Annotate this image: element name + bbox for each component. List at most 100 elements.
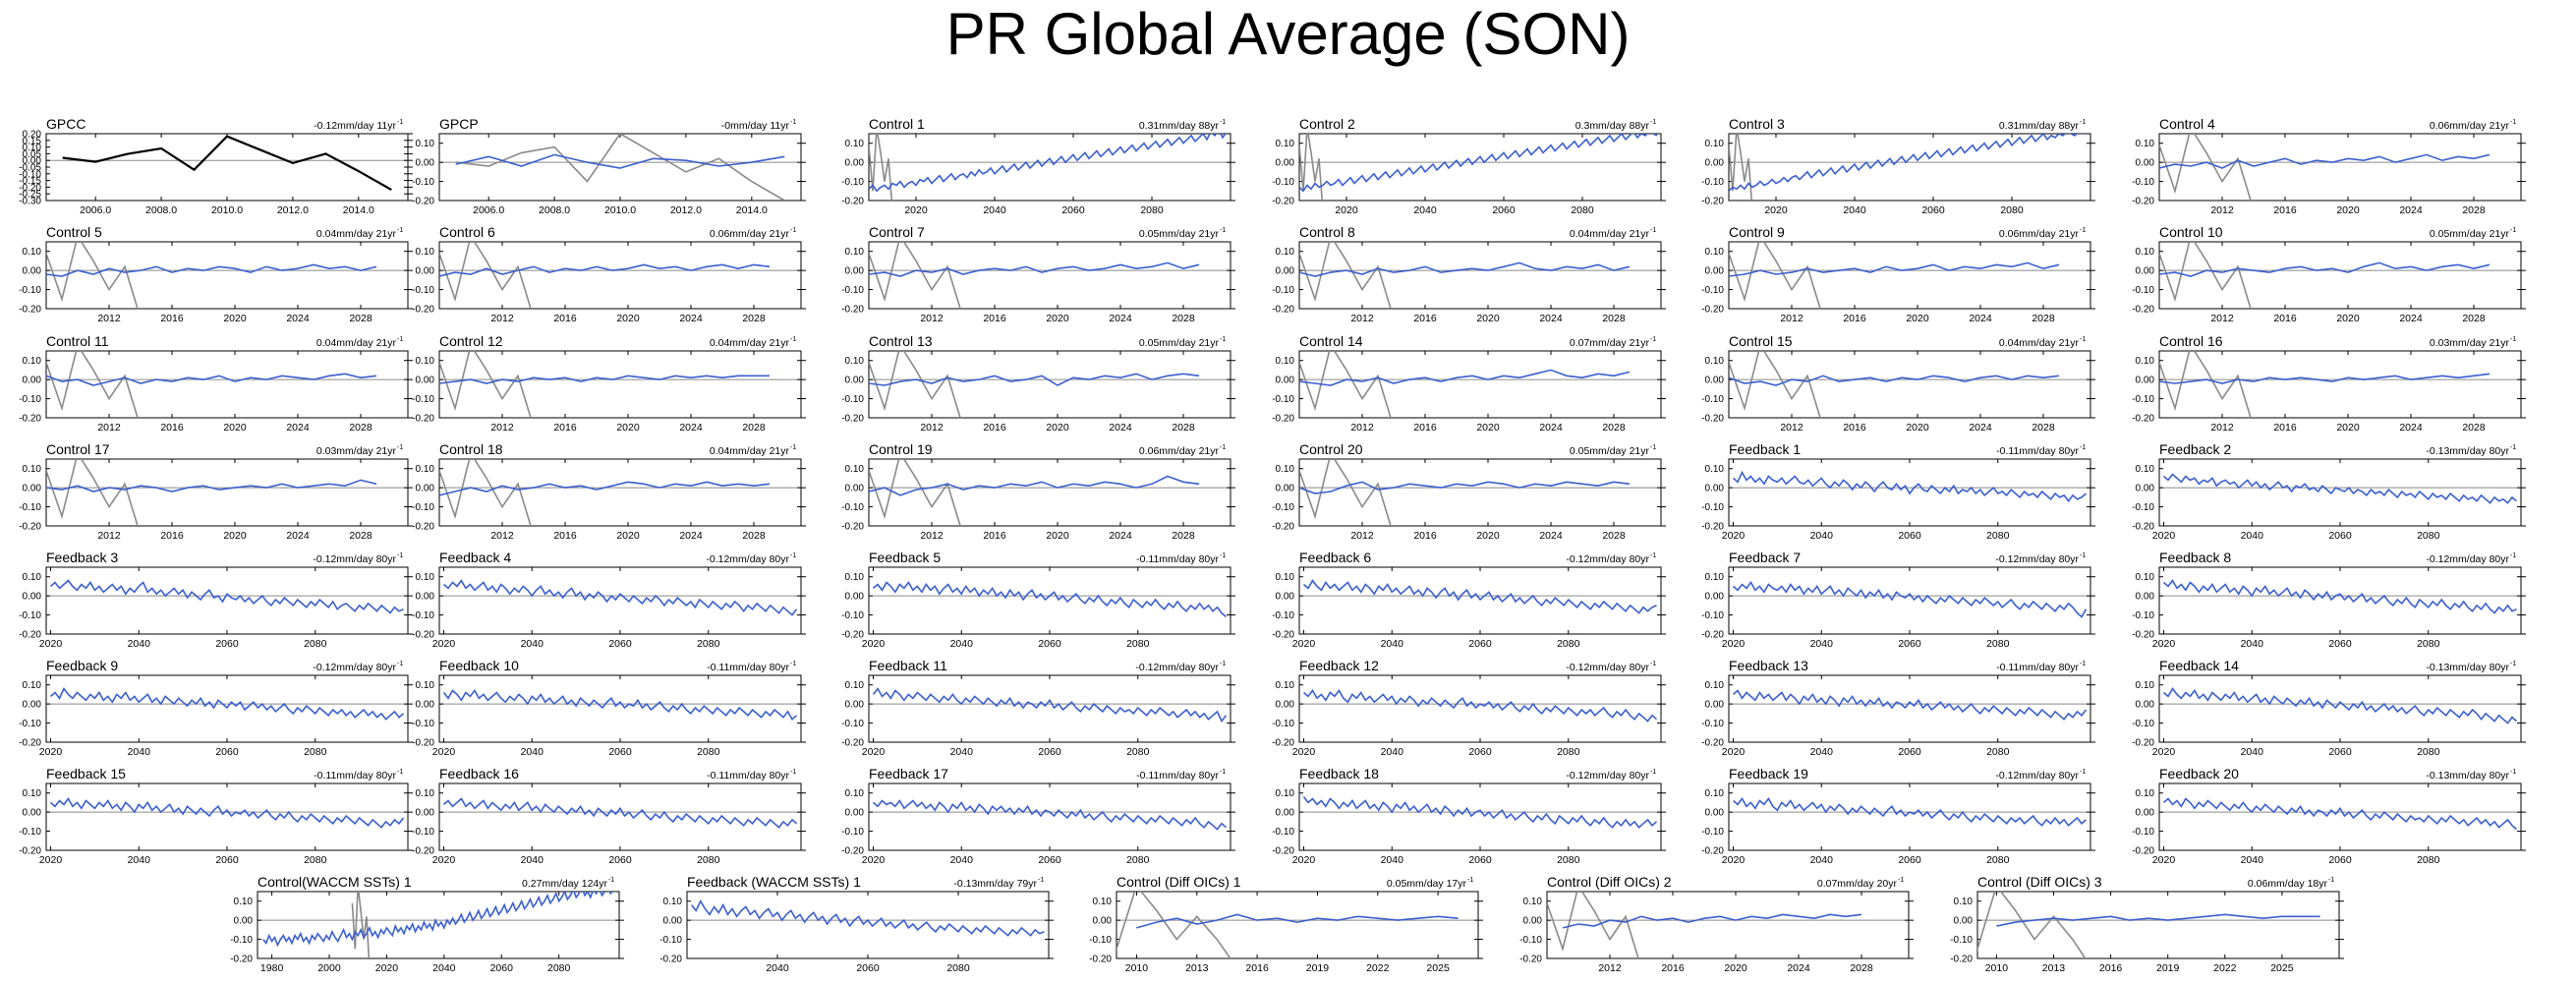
y-tick-label: -0.10 [412,394,434,405]
x-tick-label: 2080 [2417,746,2440,758]
trend-exponent: -1 [1650,444,1656,451]
y-tick-label: 0.10 [1705,356,1725,367]
y-tick-label: -0.20 [1272,846,1294,857]
y-tick-label: -0.20 [1701,197,1724,207]
series-group [2162,687,2518,724]
x-tick-label: 2040 [1381,638,1404,650]
y-tick-label: -0.20 [412,522,434,533]
trend-exponent: -1 [2080,336,2086,343]
panel-trend: -0mm/day 11yr [721,120,790,132]
y-tick-label: 0.00 [23,156,42,167]
x-tick-label: 2028 [2032,422,2055,434]
y-tick-label: 0.10 [1276,464,1295,475]
y-tick-label: -0.10 [19,827,41,838]
x-tick-label: 2040 [950,638,974,650]
y-tick-label: 0.00 [23,484,42,494]
panel-trend: -0.11mm/day 80yr [1136,770,1219,781]
y-tick-label: -0.20 [841,197,864,207]
trend-exponent: -1 [790,119,796,126]
x-tick-label: 2016 [2273,313,2297,324]
chart-panel: 0.10 0.00 -0.10 -0.20 2020 2040 2060 2080 Contro… [841,116,1235,216]
obs-series-line [2159,351,2252,418]
plot-frame [2158,566,2522,635]
panel-name: Control 1 [869,116,925,132]
y-tick-label: 0.00 [1276,700,1295,711]
y-tick-label: 0.00 [845,808,865,819]
y-tick-label: 0.10 [416,788,435,799]
x-tick-label: 2080 [1986,638,2010,650]
x-tick-label: 2012 [1350,313,1374,324]
trend-exponent: -1 [2510,661,2516,667]
panel-trend: 0.04mm/day 21yr [1570,228,1650,240]
trend-exponent: -1 [397,227,403,234]
series-group [2159,134,2490,201]
chart-panel: 0.10 0.00 -0.10 -0.20 2020 2040 2060 2080 Contro… [1701,116,2095,216]
x-tick-label: 2020 [1292,638,1316,650]
y-tick-label: -0.20 [19,183,41,194]
x-tick-label: 2020 [432,638,456,650]
series-group [439,459,771,526]
x-tick-label: 2040 [983,204,1006,216]
panel-name: Control 13 [869,333,933,349]
panel-name: Feedback 2 [2159,441,2231,457]
panel-name: Feedback 4 [439,550,511,565]
x-tick-label: 2012 [920,313,944,324]
plot-frame [1298,674,1662,743]
panel-name: Feedback 9 [46,658,118,673]
y-tick-label: 0.00 [1276,808,1295,819]
x-tick-label: 2020 [1906,313,1929,324]
x-tick-label: 2060 [2328,530,2352,542]
model-series-line [1302,689,1658,723]
y-tick-label: -0.10 [1272,827,1294,838]
trend-exponent: -1 [1898,877,1904,884]
model-series-line [1732,689,2088,721]
x-tick-label: 2040 [1381,854,1404,866]
plot-frame [45,458,409,527]
y-tick-label: 0.00 [845,266,865,277]
plot-frame [868,458,1231,527]
trend-exponent: -1 [2080,552,2086,559]
y-tick-label: -0.20 [1701,630,1724,641]
y-tick-label: 0.05 [23,149,42,160]
plot-frame [1546,891,1910,959]
panel-trend: 0.04mm/day 21yr [1999,337,2080,349]
panel-trend: -0.11mm/day 80yr [707,662,789,673]
y-tick-label: -0.10 [1272,285,1294,296]
series-group [1732,581,2088,618]
x-tick-label: 2080 [2417,638,2440,650]
y-tick-label: 0.00 [1276,484,1295,494]
x-tick-label: 2060 [1061,204,1085,216]
y-tick-label: -0.20 [2132,522,2154,533]
series-group [1729,242,2060,309]
model-series-line [1299,481,1631,494]
x-tick-label: 2040 [1810,854,1834,866]
x-tick-label: 2016 [2273,422,2297,434]
trend-exponent: -1 [1220,552,1226,559]
y-tick-label: 0.10 [1276,356,1295,367]
panel-name: Feedback 16 [439,766,519,781]
x-tick-label: 2060 [1921,204,1945,216]
chart-panel: 0.10 0.00 -0.10 -0.20 2010 2013 2016 2019 2022 20… [1950,874,2344,974]
x-tick-label: 2020 [1476,530,1500,542]
x-tick-label: 2020 [223,313,247,324]
x-tick-label: 2012 [2210,204,2234,216]
y-tick-label: -0.10 [230,935,253,946]
model-series-line [1299,261,1631,277]
y-tick-label: -0.20 [412,630,434,641]
x-tick-label: 2016 [553,313,577,324]
x-tick-label: 2012 [490,422,514,434]
chart-panel: 0.10 0.00 -0.10 -0.20 2012 2016 2020 2024 2028 Co… [841,224,1235,324]
model-series-line [439,263,771,277]
plot-frame [868,241,1231,310]
x-tick-label: 2028 [742,313,766,324]
y-tick-label: 0.10 [1276,680,1295,691]
chart-panel: 0.10 0.00 -0.10 -0.20 1980 2000 2020 2040 2060 20… [230,874,624,974]
plot-frame [257,891,620,959]
panel-trend: 0.05mm/day 17yr [1387,878,1467,890]
y-tick-label: 0.00 [845,700,865,711]
x-tick-label: 2020 [2152,638,2176,650]
x-tick-label: 2020 [2336,313,2360,324]
series-group [262,892,617,958]
